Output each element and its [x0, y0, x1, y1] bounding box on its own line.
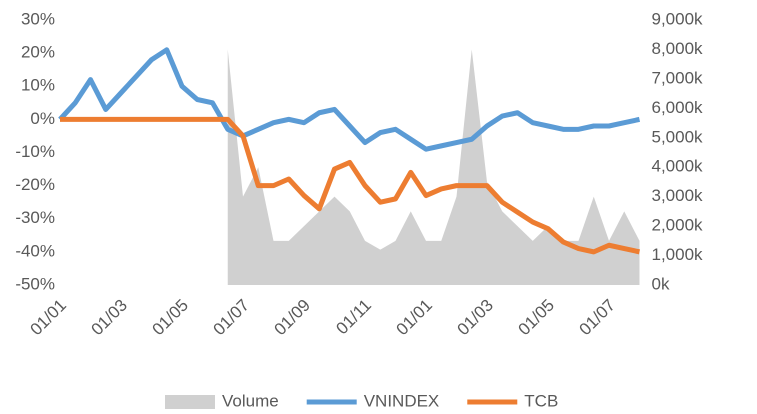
volume-area	[227, 49, 640, 285]
y-tick-label: -40%	[15, 241, 55, 260]
y2-tick-label: 6,000k	[652, 98, 704, 117]
x-tick-label: 01/01	[392, 296, 436, 340]
legend-label: VNINDEX	[364, 391, 440, 410]
y-tick-label: 30%	[21, 9, 55, 28]
y2-tick-label: 4,000k	[652, 157, 704, 176]
y-tick-label: 0%	[30, 109, 55, 128]
y-tick-label: -50%	[15, 274, 55, 293]
x-tick-label: 01/07	[209, 296, 253, 340]
x-tick-label: 01/05	[514, 296, 558, 340]
x-tick-label: 01/11	[332, 296, 375, 339]
y2-tick-label: 7,000k	[652, 68, 704, 87]
y2-tick-label: 1,000k	[652, 245, 704, 264]
legend-swatch	[165, 395, 215, 409]
y-tick-label: 10%	[21, 76, 55, 95]
y-tick-label: -10%	[15, 142, 55, 161]
x-tick-label: 01/07	[575, 296, 619, 340]
x-tick-label: 01/01	[26, 296, 70, 340]
y2-tick-label: 9,000k	[652, 9, 704, 28]
y2-tick-label: 3,000k	[652, 186, 704, 205]
y-tick-label: -30%	[15, 208, 55, 227]
series-line	[60, 116, 641, 255]
x-tick-label: 01/09	[270, 296, 314, 340]
y2-tick-label: 0k	[652, 274, 670, 293]
x-tick-label: 01/05	[148, 296, 192, 340]
y2-tick-label: 2,000k	[652, 216, 704, 235]
legend-label: TCB	[524, 391, 558, 410]
x-tick-label: 01/03	[453, 296, 497, 340]
y-tick-label: -20%	[15, 175, 55, 194]
y2-tick-label: 5,000k	[652, 127, 704, 146]
legend-label: Volume	[222, 391, 279, 410]
series-line	[58, 47, 641, 152]
y-tick-label: 20%	[21, 43, 55, 62]
x-tick-label: 01/03	[87, 296, 131, 340]
y2-tick-label: 8,000k	[652, 39, 704, 58]
